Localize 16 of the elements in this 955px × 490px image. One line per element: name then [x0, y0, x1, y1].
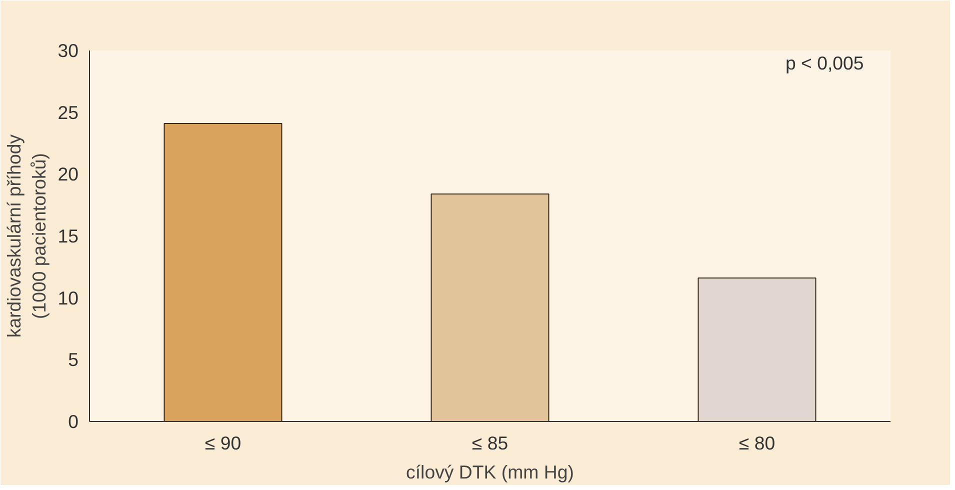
bar	[164, 122, 282, 422]
bar	[698, 278, 816, 422]
y-tick-label: 30	[58, 40, 79, 61]
y-tick-label: 15	[58, 226, 79, 246]
y-axis-title: kardiovaskulární příhody (1000 pacientoroků)	[4, 134, 50, 338]
y-tick-label: 10	[58, 287, 79, 308]
x-tick-label: ≤ 85	[472, 432, 508, 454]
x-tick-label: ≤ 80	[738, 432, 776, 454]
annotation: p < 0,005	[785, 52, 864, 74]
y-tick-label: 20	[58, 164, 79, 185]
x-axis-title: cílový DTK (mm Hg)	[406, 462, 574, 482]
x-tick-label: ≤ 90	[204, 432, 242, 454]
y-tick-label: 5	[68, 349, 79, 370]
bar	[430, 193, 550, 422]
y-tick-label: 25	[58, 102, 79, 123]
y-tick-label: 0	[68, 411, 79, 432]
